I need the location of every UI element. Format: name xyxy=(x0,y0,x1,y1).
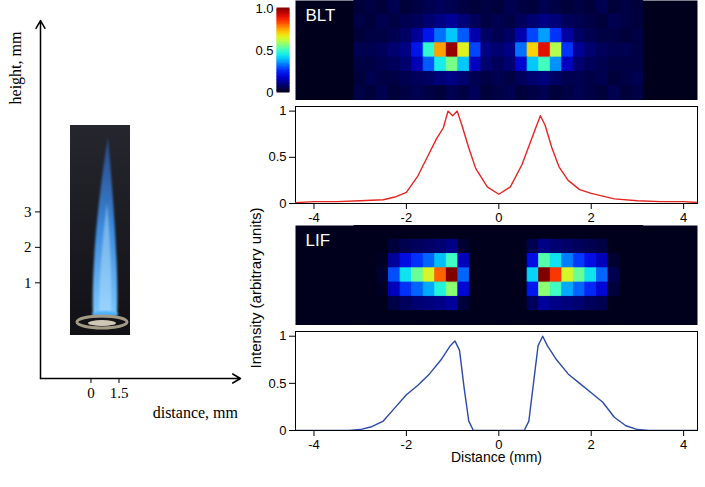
svg-text:0: 0 xyxy=(495,436,503,452)
svg-text:LIF: LIF xyxy=(306,231,331,250)
svg-text:0.5: 0.5 xyxy=(255,43,273,58)
svg-text:4: 4 xyxy=(680,437,687,452)
html-text:distance, mm: distance, mm xyxy=(152,404,238,421)
svg-text:1: 1 xyxy=(279,328,286,343)
svg-text:4: 4 xyxy=(680,210,687,225)
svg-text:2: 2 xyxy=(588,437,595,452)
html-text:Intensity (arbitrary units): Intensity (arbitrary units) xyxy=(246,207,264,369)
svg-text:0.5: 0.5 xyxy=(268,376,286,391)
svg-text:1: 1 xyxy=(279,103,286,118)
svg-text:0: 0 xyxy=(495,210,502,225)
svg-text:0.5: 0.5 xyxy=(268,149,286,164)
svg-text:0: 0 xyxy=(279,423,286,438)
svg-text:2: 2 xyxy=(24,239,32,255)
svg-text:0: 0 xyxy=(87,385,95,401)
svg-text:0: 0 xyxy=(266,85,273,100)
svg-text:3: 3 xyxy=(24,204,32,220)
html-text:height, mm: height, mm xyxy=(7,31,24,105)
svg-text:2: 2 xyxy=(588,210,595,225)
svg-text:-2: -2 xyxy=(401,210,413,225)
svg-text:1.0: 1.0 xyxy=(255,1,273,16)
svg-text:Distance (mm): Distance (mm) xyxy=(451,449,542,465)
svg-text:0: 0 xyxy=(279,196,286,211)
svg-text:-2: -2 xyxy=(401,437,413,452)
svg-text:BLT: BLT xyxy=(306,6,336,25)
svg-text:-4: -4 xyxy=(308,437,320,452)
svg-text:1.5: 1.5 xyxy=(110,385,129,401)
svg-text:-4: -4 xyxy=(308,210,320,225)
svg-text:1: 1 xyxy=(24,275,32,291)
